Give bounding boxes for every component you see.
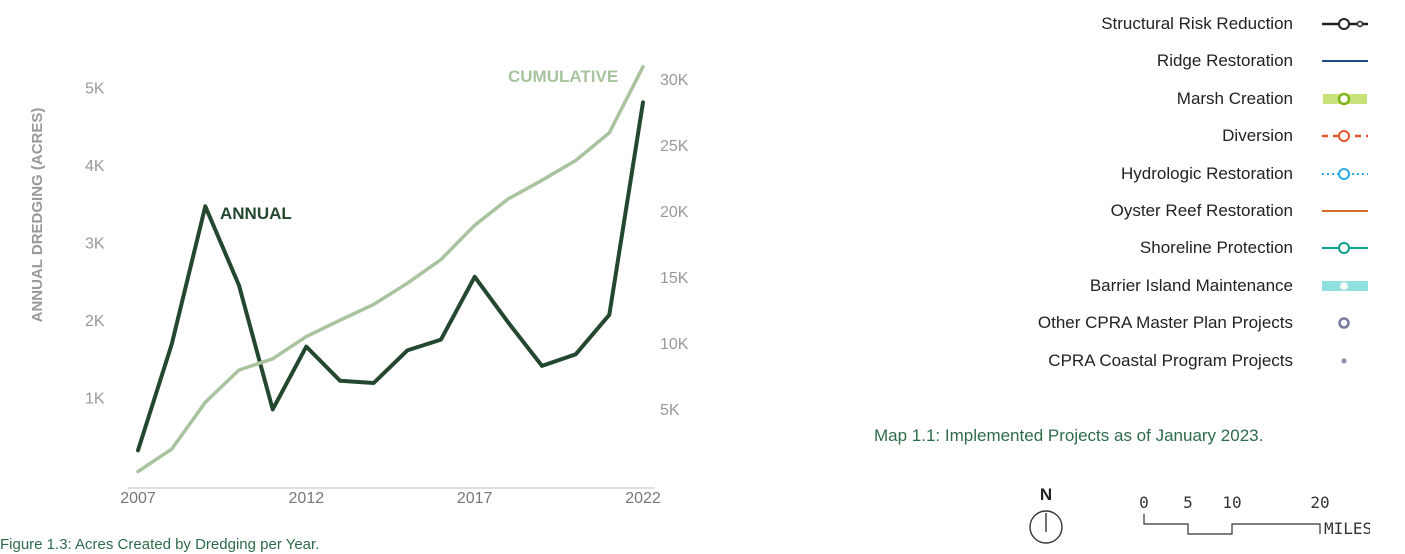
scale-tick-10: 10 bbox=[1222, 493, 1241, 512]
legend-label: Hydrologic Restoration bbox=[1121, 163, 1293, 183]
left-y-tick-label: 2K bbox=[85, 313, 105, 330]
legend-label: Structural Risk Reduction bbox=[1101, 14, 1293, 33]
structural-risk-reduction-icon bbox=[1322, 18, 1368, 30]
x-tick-label: 2012 bbox=[289, 490, 325, 507]
right-y-tick-label: 25K bbox=[660, 138, 689, 155]
legend-label: Marsh Creation bbox=[1176, 88, 1293, 108]
oyster-reef-line-icon bbox=[1322, 210, 1368, 212]
diversion-icon bbox=[1322, 130, 1368, 143]
right-y-tick-label: 5K bbox=[660, 402, 680, 419]
left-y-tick-label: 3K bbox=[85, 236, 105, 253]
scale-tick-20: 20 bbox=[1310, 493, 1329, 512]
legend-label: CPRA Coastal Program Projects bbox=[1048, 350, 1293, 370]
north-arrow-icon bbox=[1029, 510, 1063, 544]
legend-label: Oyster Reef Restoration bbox=[1110, 201, 1293, 220]
series-label-cumulative: CUMULATIVE bbox=[508, 67, 618, 86]
x-tick-label: 2007 bbox=[120, 490, 156, 507]
shoreline-protection-icon bbox=[1322, 242, 1368, 255]
legend-label: Diversion bbox=[1222, 126, 1293, 146]
left-y-tick-label: 1K bbox=[85, 391, 105, 408]
figure-caption: Figure 1.3: Acres Created by Dredging pe… bbox=[0, 536, 320, 553]
legend-label: Ridge Restoration bbox=[1156, 51, 1293, 71]
scale-bar: N 0 5 10 20 MILES bbox=[1029, 485, 1370, 544]
scale-bar-line bbox=[1143, 514, 1321, 535]
series-line-annual bbox=[136, 100, 645, 453]
series-label-annual: ANNUAL bbox=[220, 204, 292, 223]
scale-tick-0: 0 bbox=[1139, 493, 1149, 512]
marsh-creation-icon bbox=[1323, 92, 1367, 106]
legend-label: Barrier Island Maintenance bbox=[1089, 275, 1293, 295]
small-dot-icon bbox=[1341, 358, 1347, 364]
left-axis-title: ANNUAL DREDGING (ACRES) bbox=[29, 108, 46, 323]
ridge-restoration-line-icon bbox=[1322, 60, 1368, 63]
right-y-tick-label: 15K bbox=[660, 270, 689, 287]
north-label: N bbox=[1040, 485, 1052, 504]
right-y-tick-label: 10K bbox=[660, 336, 689, 353]
right-y-tick-label: 30K bbox=[660, 72, 689, 89]
right-y-tick-label: 20K bbox=[660, 204, 689, 221]
scale-unit-label: MILES bbox=[1324, 519, 1370, 538]
dredging-chart: 2007 2012 2017 2022 1K 2K 3K 4K 5K 5K 10K 15K 20K 25K… bbox=[29, 65, 689, 507]
scale-tick-5: 5 bbox=[1183, 493, 1193, 512]
left-y-tick-label: 4K bbox=[85, 158, 105, 175]
map-caption: Map 1.1: Implemented Projects as of Janu… bbox=[874, 426, 1264, 445]
x-tick-label: 2022 bbox=[625, 490, 661, 507]
open-circle-icon bbox=[1338, 317, 1350, 329]
hydrologic-restoration-icon bbox=[1322, 167, 1368, 180]
series-line-cumulative bbox=[136, 65, 645, 474]
left-y-tick-label: 5K bbox=[85, 81, 105, 98]
legend-label: Other CPRA Master Plan Projects bbox=[1037, 313, 1293, 333]
legend-label: Shoreline Protection bbox=[1139, 238, 1293, 258]
x-tick-label: 2017 bbox=[457, 490, 493, 507]
barrier-island-icon bbox=[1322, 280, 1368, 291]
